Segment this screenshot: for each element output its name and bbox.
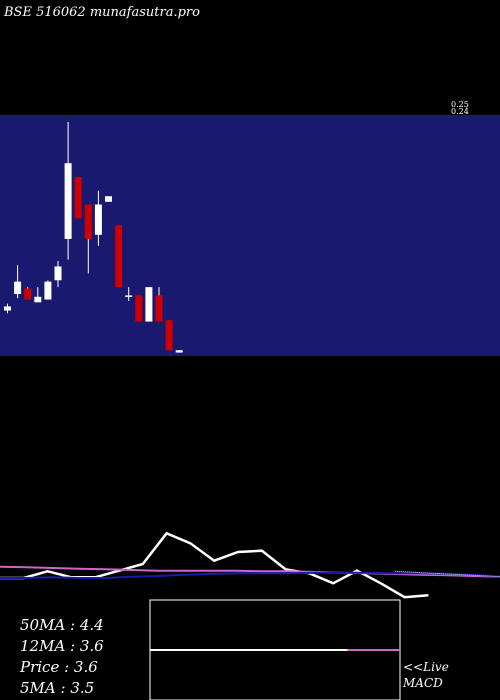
candle-body xyxy=(74,176,82,219)
candle-body xyxy=(165,320,173,351)
stats-panel: 50MA : 4.4 12MA : 3.6 Price : 3.6 5MA : … xyxy=(19,616,104,697)
stat-50ma: 50MA : 4.4 xyxy=(20,616,104,634)
candle xyxy=(175,350,183,353)
stat-price: Price : 3.6 xyxy=(19,658,98,676)
candle xyxy=(135,295,143,322)
candle-body xyxy=(155,295,163,322)
candlestick-series xyxy=(4,121,183,353)
candle-body xyxy=(34,296,42,303)
ma5-line xyxy=(394,570,500,578)
candle-body xyxy=(94,204,102,235)
candle xyxy=(54,260,62,288)
candle-body xyxy=(175,350,183,353)
macd-live-label: <<Live xyxy=(403,660,449,674)
candle xyxy=(165,320,173,351)
moving-average-lines xyxy=(0,531,500,599)
candle xyxy=(44,280,52,300)
candle xyxy=(34,287,42,303)
candle xyxy=(84,204,92,274)
candle xyxy=(115,225,123,288)
candle xyxy=(74,176,82,219)
candle-body xyxy=(54,266,62,281)
candle-body xyxy=(14,281,22,295)
price-labels: 0.25 0.24 xyxy=(451,100,469,116)
candle xyxy=(94,190,102,246)
candle-body xyxy=(145,287,153,322)
candle xyxy=(145,287,153,322)
candle-body xyxy=(44,281,52,300)
chart-title: BSE 516062 munafasutra.pro xyxy=(3,5,200,20)
macd-label: MACD xyxy=(402,676,443,690)
price-label-bottom: 0.24 xyxy=(451,107,469,116)
ma12-line xyxy=(0,571,500,579)
candle-body xyxy=(105,196,112,202)
candle xyxy=(64,121,72,260)
stat-12ma: 12MA : 3.6 xyxy=(20,637,104,655)
candle-body xyxy=(115,225,123,288)
candle xyxy=(105,196,112,202)
candle-body xyxy=(84,204,92,239)
candle-body xyxy=(64,163,72,239)
candle xyxy=(24,287,32,300)
macd-caption: <<Live MACD xyxy=(402,660,449,690)
price-label-top: 0.25 xyxy=(451,100,469,109)
stat-5ma: 5MA : 3.5 xyxy=(20,679,94,697)
candle xyxy=(14,265,22,299)
candle-body xyxy=(135,295,143,322)
candle-body xyxy=(125,295,133,297)
candle xyxy=(4,303,11,314)
candle xyxy=(155,287,163,322)
ma50-line xyxy=(0,565,500,578)
price-panel xyxy=(0,115,500,356)
candle-body xyxy=(4,306,11,311)
candle-body xyxy=(24,288,32,300)
candle xyxy=(125,287,133,301)
